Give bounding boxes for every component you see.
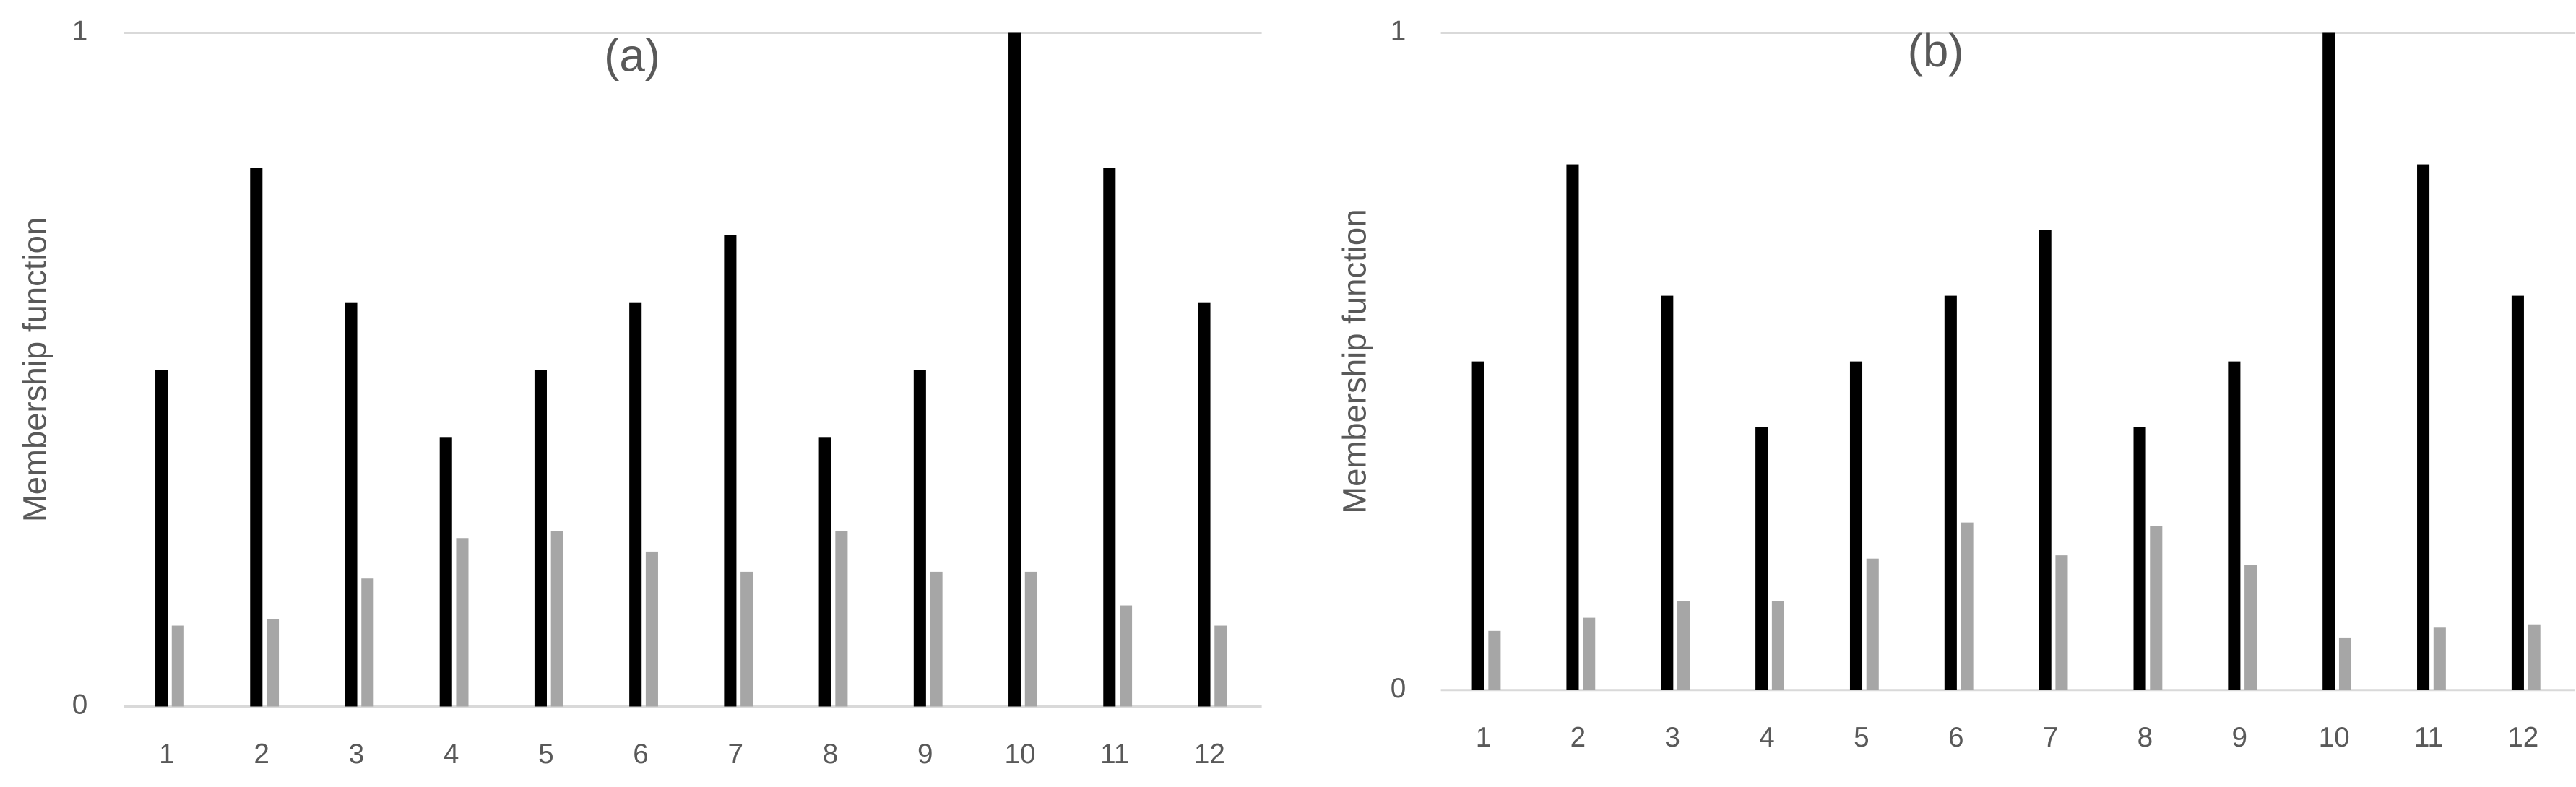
bar — [835, 531, 848, 707]
bar — [266, 619, 280, 707]
bar — [629, 302, 642, 707]
bar — [345, 302, 358, 707]
bar — [550, 531, 563, 707]
bar — [250, 168, 263, 707]
x-tick-label: 4 — [1759, 722, 1775, 753]
bar — [2244, 565, 2257, 690]
x-tick-label: 11 — [1100, 739, 1129, 770]
chart-title: (b) — [1908, 25, 1964, 77]
bar — [1214, 625, 1227, 707]
y-tick-label: 0 — [1391, 673, 1406, 704]
bar — [1677, 601, 1690, 690]
x-tick-label: 5 — [1854, 722, 1870, 753]
bar — [913, 370, 926, 707]
x-tick-label: 9 — [917, 739, 933, 770]
x-tick-label: 9 — [2232, 722, 2248, 753]
x-tick-label: 5 — [538, 739, 554, 770]
x-tick-label: 2 — [1570, 722, 1586, 753]
x-tick-label: 4 — [444, 739, 459, 770]
bar — [1661, 295, 1674, 690]
bar — [2511, 295, 2524, 690]
bar — [1866, 558, 1879, 690]
bar — [2228, 361, 2241, 690]
x-tick-label: 7 — [728, 739, 744, 770]
bar — [1755, 427, 1768, 690]
bar — [1583, 617, 1596, 690]
x-tick-label: 10 — [2319, 722, 2350, 753]
bar — [1849, 361, 1863, 690]
bar — [1103, 168, 1116, 707]
y-tick-label: 1 — [1391, 16, 1406, 47]
bar — [1771, 601, 1784, 690]
bar — [724, 235, 737, 707]
y-tick-label: 1 — [72, 16, 88, 47]
x-tick-label: 7 — [2043, 722, 2059, 753]
bar — [1024, 571, 1037, 707]
bar — [1198, 302, 1211, 707]
bar — [1961, 522, 1974, 690]
x-tick-label: 2 — [254, 739, 269, 770]
bar — [818, 437, 831, 707]
x-tick-label: 1 — [1476, 722, 1492, 753]
x-tick-label: 6 — [1948, 722, 1964, 753]
bar — [155, 370, 168, 707]
chart-title: (a) — [604, 30, 660, 82]
y-tick-label: 0 — [72, 690, 88, 721]
bar — [740, 571, 753, 707]
bar — [2338, 637, 2352, 690]
bar — [1120, 605, 1133, 707]
bar — [534, 370, 547, 707]
bar — [2055, 555, 2068, 690]
x-tick-label: 12 — [2507, 722, 2538, 753]
x-tick-label: 10 — [1004, 739, 1035, 770]
bar — [645, 551, 658, 707]
bar — [2150, 526, 2163, 690]
x-tick-label: 8 — [2138, 722, 2153, 753]
bar — [1566, 164, 1579, 690]
bar — [2433, 627, 2446, 690]
bar — [2039, 230, 2052, 690]
bar — [2528, 624, 2541, 690]
bar — [361, 578, 374, 707]
bar — [1488, 630, 1501, 690]
bar — [439, 437, 452, 707]
x-tick-label: 11 — [2414, 722, 2443, 753]
bar — [1471, 361, 1484, 690]
bar — [171, 625, 184, 707]
x-tick-label: 3 — [1664, 722, 1680, 753]
y-axis-label: Membership function — [16, 217, 53, 522]
bar — [2322, 32, 2335, 690]
bar — [456, 538, 469, 707]
bar — [1944, 295, 1957, 690]
bar — [930, 571, 943, 707]
x-tick-label: 3 — [349, 739, 365, 770]
bar — [2417, 164, 2430, 690]
x-tick-label: 8 — [823, 739, 839, 770]
x-tick-label: 12 — [1194, 739, 1225, 770]
bar — [1008, 32, 1021, 707]
y-axis-label: Membership function — [1336, 209, 1373, 513]
bar — [2133, 427, 2146, 690]
x-tick-label: 1 — [159, 739, 175, 770]
x-tick-label: 6 — [633, 739, 649, 770]
